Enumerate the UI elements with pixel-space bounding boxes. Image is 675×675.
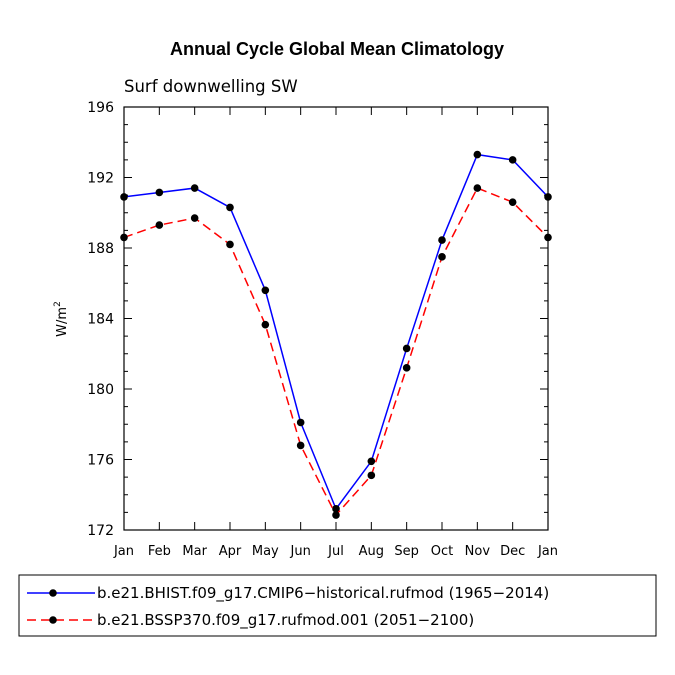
series-2-point xyxy=(332,511,340,519)
series-2-point xyxy=(296,441,305,450)
x-tick-label: Mar xyxy=(182,544,207,559)
series-1-point xyxy=(190,184,199,192)
x-tick-label: May xyxy=(252,544,279,559)
series-2-point xyxy=(473,184,482,192)
series-line-2 xyxy=(123,187,549,517)
x-tick-label: Nov xyxy=(465,544,491,559)
x-tick-label: Apr xyxy=(219,544,242,559)
series-1-point xyxy=(155,188,164,197)
x-tick-label: Sep xyxy=(394,544,419,559)
x-tick-label: Dec xyxy=(500,544,525,559)
x-tick-label: Jan xyxy=(113,544,134,559)
y-axis-label: W/m2 xyxy=(53,301,70,337)
x-tick-label: Jul xyxy=(327,544,344,559)
series-2-point xyxy=(190,214,199,222)
y-tick-label: 188 xyxy=(87,241,114,257)
legend-marker-1 xyxy=(49,589,57,597)
series-1-point xyxy=(226,203,234,212)
y-tick-label: 196 xyxy=(87,100,114,116)
series-1-point xyxy=(261,286,270,295)
series-1-point xyxy=(508,156,517,164)
x-tick-label: Aug xyxy=(359,544,384,559)
series-2-point xyxy=(402,364,411,372)
legend-label-1: b.e21.BHIST.f09_g17.CMIP6−historical.ruf… xyxy=(97,584,549,603)
legend-box xyxy=(18,574,657,637)
y-tick-label: 192 xyxy=(87,171,114,187)
plot-frame xyxy=(123,106,549,531)
x-tick-label: Jun xyxy=(290,544,311,559)
axes: 172 176 180 184 188 192 196 Jan Feb Mar Apr May Jun J… xyxy=(87,100,558,559)
y-tick-label: 180 xyxy=(87,382,114,398)
y-tick-label: 176 xyxy=(87,453,114,469)
chart-subtitle: Surf downwelling SW xyxy=(124,77,298,96)
legend-label-2: b.e21.BSSP370.f09_g17.rufmod.001 (2051−2… xyxy=(97,611,474,630)
y-tick-label: 172 xyxy=(87,523,114,539)
y-axis-label-sup: 2 xyxy=(53,301,63,307)
plot-area xyxy=(120,150,552,519)
series-2-point xyxy=(508,198,517,206)
chart-title: Annual Cycle Global Mean Climatology xyxy=(170,39,504,59)
series-line-1 xyxy=(123,153,549,511)
series-2-point xyxy=(261,320,270,329)
series-1-point xyxy=(332,505,340,513)
series-1-point xyxy=(367,457,376,466)
y-tick-label: 184 xyxy=(87,312,114,328)
series-1-point xyxy=(296,418,305,427)
x-tick-label: Feb xyxy=(148,544,171,559)
series-1-point xyxy=(438,236,446,244)
legend: b.e21.BHIST.f09_g17.CMIP6−historical.ruf… xyxy=(18,574,657,637)
series-1-point xyxy=(473,150,482,159)
series-2-point xyxy=(367,471,376,480)
x-tick-label: Oct xyxy=(431,544,453,559)
series-2-point xyxy=(226,240,234,249)
y-axis-label-base: W/m xyxy=(55,307,70,337)
series-1-point xyxy=(402,344,411,353)
x-tick-label: Jan xyxy=(537,544,558,559)
series-2-point xyxy=(438,253,446,261)
series-2-point xyxy=(155,221,164,229)
legend-marker-2 xyxy=(49,616,57,624)
